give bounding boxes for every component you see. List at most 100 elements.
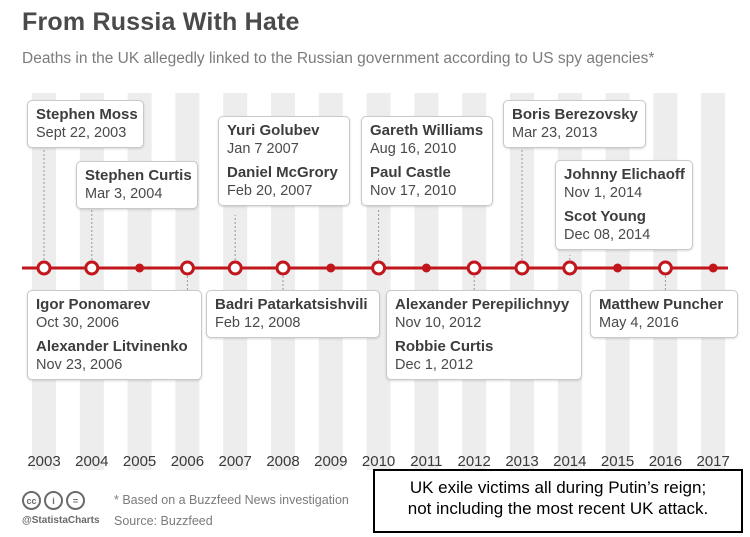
event-card-2007: Yuri Golubev Jan 7 2007 Daniel McGrory Feb … (218, 116, 350, 206)
victim-name: Robbie Curtis (395, 338, 494, 355)
event-card-2016: Matthew Puncher May 4, 2016 (590, 290, 738, 338)
year-dot-2009 (326, 263, 336, 273)
year-label-2007: 2007 (219, 453, 252, 470)
victim-name: Gareth Williams (370, 122, 484, 139)
death-date: Sept 22, 2003 (36, 125, 127, 141)
victim-name: Johnny Elichaoff (564, 166, 685, 183)
victim-entry: Badri Patarkatsishvili Feb 12, 2008 (215, 295, 371, 333)
death-date: Feb 12, 2008 (215, 315, 301, 331)
victim-name: Boris Berezovsky (512, 106, 638, 123)
year-label-2015: 2015 (601, 453, 634, 470)
victim-entry: Stephen Curtis Mar 3, 2004 (85, 166, 192, 204)
footnote: * Based on a Buzzfeed News investigation (114, 493, 349, 507)
event-card-2012: Alexander Perepilichnyy Nov 10, 2012 Robbi… (386, 290, 582, 380)
year-label-2014: 2014 (553, 453, 586, 470)
victim-name: Alexander Perepilichnyy (395, 296, 570, 313)
victim-entry: Robbie Curtis Dec 1, 2012 (395, 337, 573, 375)
victim-entry: Stephen Moss Sept 22, 2003 (36, 105, 138, 143)
event-card-2004: Stephen Curtis Mar 3, 2004 (76, 161, 198, 209)
death-date: Nov 17, 2010 (370, 183, 457, 199)
year-label-2010: 2010 (362, 453, 395, 470)
cc-icon: cc (22, 491, 41, 510)
event-marker-2016 (657, 260, 673, 276)
event-marker-2007 (227, 260, 243, 276)
victim-entry: Gareth Williams Aug 16, 2010 (370, 121, 484, 159)
event-card-2003: Stephen Moss Sept 22, 2003 (27, 100, 144, 148)
year-band-2015 (605, 93, 630, 470)
victim-entry: Johnny Elichaoff Nov 1, 2014 (564, 165, 685, 203)
death-date: May 4, 2016 (599, 315, 679, 331)
victim-entry: Scot Young Dec 08, 2014 (564, 207, 684, 245)
victim-name: Matthew Puncher (599, 296, 724, 313)
event-card-2013: Boris Berezovsky Mar 23, 2013 (503, 100, 646, 148)
victim-name: Stephen Moss (36, 106, 138, 123)
year-label-2004: 2004 (75, 453, 108, 470)
year-dot-2011 (421, 263, 431, 273)
death-date: Dec 08, 2014 (564, 227, 651, 243)
victim-entry: Igor Ponomarev Oct 30, 2006 (36, 295, 193, 333)
year-band-2017 (701, 93, 726, 470)
chart-subtitle: Deaths in the UK allegedly linked to the… (22, 50, 655, 67)
year-label-2005: 2005 (123, 453, 156, 470)
year-label-2003: 2003 (27, 453, 60, 470)
year-label-2013: 2013 (505, 453, 538, 470)
chart-title: From Russia With Hate (22, 8, 300, 36)
attribution-icon: i (44, 491, 63, 510)
year-dot-2005 (135, 263, 145, 273)
victim-name: Badri Patarkatsishvili (215, 296, 368, 313)
event-marker-2008 (275, 260, 291, 276)
death-date: Nov 1, 2014 (564, 185, 643, 201)
victim-entry: Matthew Puncher May 4, 2016 (599, 295, 729, 333)
year-label-2012: 2012 (458, 453, 491, 470)
victim-entry: Boris Berezovsky Mar 23, 2013 (512, 105, 638, 143)
year-band-2005 (127, 93, 152, 470)
victim-name: Paul Castle (370, 164, 451, 181)
death-date: Nov 23, 2006 (36, 357, 123, 373)
year-label-2009: 2009 (314, 453, 347, 470)
event-card-2008: Badri Patarkatsishvili Feb 12, 2008 (206, 290, 380, 338)
death-date: Mar 3, 2004 (85, 186, 163, 202)
event-card-2014: Johnny Elichaoff Nov 1, 2014 Scot Young Dec… (555, 160, 693, 250)
year-dot-2017 (708, 263, 718, 273)
death-date: Feb 20, 2007 (227, 183, 313, 199)
death-date: Mar 23, 2013 (512, 125, 598, 141)
year-band-2014 (557, 93, 582, 470)
victim-entry: Daniel McGrory Feb 20, 2007 (227, 163, 341, 201)
year-band-2004 (79, 93, 104, 470)
license-icons: cc i = (22, 491, 85, 510)
event-marker-2010 (371, 260, 387, 276)
no-derivatives-icon: = (66, 491, 85, 510)
year-band-2003 (32, 93, 56, 470)
victim-name: Alexander Litvinenko (36, 338, 188, 355)
victim-name: Yuri Golubev (227, 122, 320, 139)
annotation-line-2: not including the most recent UK attack. (407, 499, 709, 518)
death-date: Dec 1, 2012 (395, 357, 474, 373)
event-marker-2003 (36, 260, 52, 276)
event-marker-2012 (466, 260, 482, 276)
victim-name: Daniel McGrory (227, 164, 338, 181)
victim-entry: Paul Castle Nov 17, 2010 (370, 163, 484, 201)
year-label-2006: 2006 (171, 453, 204, 470)
source-label: Source: Buzzfeed (114, 514, 213, 528)
year-label-2017: 2017 (697, 453, 730, 470)
statista-handle: @StatistaCharts (22, 515, 100, 526)
annotation-box: UK exile victims all during Putin’s reig… (373, 469, 743, 533)
death-date: Aug 16, 2010 (370, 141, 457, 157)
death-date: Nov 10, 2012 (395, 315, 482, 331)
annotation-line-1: UK exile victims all during Putin’s reig… (409, 478, 707, 497)
year-dot-2015 (613, 263, 623, 273)
event-card-2010: Gareth Williams Aug 16, 2010 Paul Castle No… (361, 116, 493, 206)
year-label-2016: 2016 (649, 453, 682, 470)
year-band-2013 (510, 93, 534, 470)
victim-name: Stephen Curtis (85, 167, 192, 184)
event-card-2006: Igor Ponomarev Oct 30, 2006 Alexander Litv… (27, 290, 202, 380)
victim-entry: Alexander Litvinenko Nov 23, 2006 (36, 337, 193, 375)
death-date: Oct 30, 2006 (36, 315, 120, 331)
year-label-2011: 2011 (410, 453, 442, 470)
victim-entry: Alexander Perepilichnyy Nov 10, 2012 (395, 295, 573, 333)
event-marker-2014 (562, 260, 578, 276)
year-label-2008: 2008 (266, 453, 299, 470)
event-marker-2004 (84, 260, 100, 276)
victim-name: Igor Ponomarev (36, 296, 151, 313)
